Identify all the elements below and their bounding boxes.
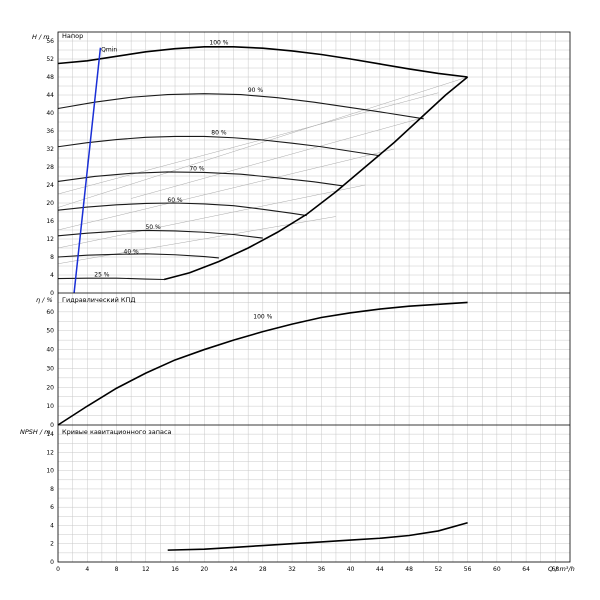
head-curve-label: 80 %	[211, 130, 227, 137]
series-layer	[57, 46, 469, 551]
y-tick-label: 20	[46, 200, 54, 207]
head-axis-label: H / m	[32, 33, 50, 41]
head-curve-100	[57, 46, 468, 78]
x-tick-label: 48	[405, 566, 413, 573]
label-layer: 0 4 8 12 16 20 24 28 32 36 40 44 48 52 56 60 64 680481216…	[46, 38, 559, 573]
y-tick-label: 60	[46, 309, 54, 316]
x-tick-label: 44	[376, 566, 384, 573]
x-tick-label: 68	[552, 566, 560, 573]
x-tick-label: 56	[464, 566, 472, 573]
y-tick-label: 0	[50, 290, 54, 297]
x-tick-label: 40	[347, 566, 355, 573]
x-tick-label: 16	[171, 566, 179, 573]
y-tick-label: 6	[50, 504, 54, 511]
y-tick-label: 36	[46, 128, 54, 135]
head-curve-label: 100 %	[209, 40, 228, 47]
y-tick-label: 28	[46, 164, 54, 171]
y-tick-label: 56	[46, 38, 54, 45]
y-tick-label: 48	[46, 74, 54, 81]
y-tick-label: 10	[46, 403, 54, 410]
efficiency-isoline	[57, 216, 336, 264]
efficiency-isoline	[131, 117, 424, 199]
y-tick-label: 14	[46, 431, 54, 438]
head-curve-label: 60 %	[167, 197, 183, 204]
efficiency-curve	[57, 301, 468, 426]
head-curve-60	[57, 202, 307, 217]
y-tick-label: 0	[50, 559, 54, 566]
y-tick-label: 30	[46, 365, 54, 372]
x-tick-label: 28	[259, 566, 267, 573]
efficiency-isoline	[57, 148, 395, 231]
x-tick-label: 0	[56, 566, 60, 573]
head-curve-label: Qmin	[101, 46, 117, 53]
y-tick-label: 24	[46, 182, 54, 189]
y-tick-label: 12	[46, 449, 54, 456]
npsh-axis-label: NPSH / m	[20, 428, 50, 436]
npsh-curve	[167, 521, 468, 551]
y-tick-label: 8	[50, 486, 54, 493]
head-curve-80	[57, 135, 380, 157]
x-tick-label: 24	[230, 566, 238, 573]
head-curve-max	[163, 76, 469, 281]
x-tick-label: 8	[115, 566, 119, 573]
head-curve-label: 70 %	[189, 166, 205, 173]
y-tick-label: 20	[46, 384, 54, 391]
x-tick-label: 4	[85, 566, 89, 573]
plot-frame	[57, 31, 571, 563]
head-curve-70	[57, 171, 344, 187]
y-tick-label: 10	[46, 468, 54, 475]
head-curve-90	[57, 93, 424, 120]
efficiency-isoline	[57, 76, 468, 208]
y-tick-label: 16	[46, 218, 54, 225]
head-curve-label: 90 %	[248, 87, 264, 94]
y-tick-label: 40	[46, 347, 54, 354]
x-tick-label: 20	[200, 566, 208, 573]
head-curve-25	[57, 277, 165, 281]
y-tick-label: 4	[50, 522, 54, 529]
y-tick-label: 0	[50, 422, 54, 429]
y-tick-label: 8	[50, 254, 54, 261]
y-tick-label: 4	[50, 272, 54, 279]
x-tick-label: 32	[288, 566, 296, 573]
efficiency-isoline	[57, 184, 366, 249]
x-tick-label: 12	[142, 566, 150, 573]
head-curve-label: 25 %	[94, 271, 110, 278]
y-tick-label: 44	[46, 92, 54, 99]
head-panel-title: Напор	[62, 32, 83, 40]
x-tick-label: 64	[522, 566, 530, 573]
x-tick-label: 36	[317, 566, 325, 573]
head-curve-label: 50 %	[145, 224, 161, 231]
x-tick-label: 60	[493, 566, 501, 573]
npsh-panel-title: Кривые кавитационного запаса	[62, 428, 172, 436]
y-tick-label: 32	[46, 146, 54, 153]
y-tick-label: 12	[46, 236, 54, 243]
head-curve-40	[57, 253, 219, 259]
efficiency-curve-label: 100 %	[253, 313, 272, 320]
y-tick-label: 50	[46, 328, 54, 335]
x-tick-label: 52	[435, 566, 443, 573]
y-tick-label: 52	[46, 56, 54, 63]
head-curve-50	[57, 229, 263, 239]
y-tick-label: 40	[46, 110, 54, 117]
x-axis-label: Q / m³/h	[548, 565, 575, 573]
eff-axis-label: η / %	[36, 296, 53, 304]
efficiency-isoline	[57, 92, 439, 195]
eff-panel-title: Гидравлический КПД	[62, 296, 135, 304]
head-curve-label: 40 %	[124, 248, 140, 255]
head-curve-Qmin	[73, 47, 102, 294]
y-tick-label: 2	[50, 541, 54, 548]
grid-layer	[57, 32, 570, 563]
